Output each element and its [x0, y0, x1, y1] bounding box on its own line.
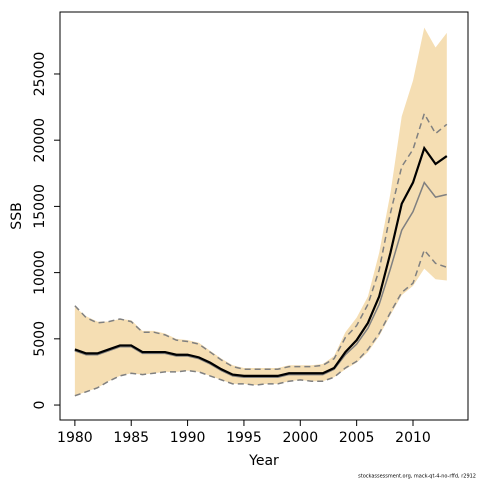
y-tick-label: 0	[32, 401, 48, 410]
x-tick-label: 1990	[170, 430, 206, 446]
x-tick-label: 1995	[226, 430, 262, 446]
x-tick-label: 2010	[395, 430, 431, 446]
y-tick-label: 5000	[32, 321, 48, 357]
x-tick-label: 2000	[282, 430, 318, 446]
y-tick-label: 25000	[32, 52, 48, 97]
series-line	[74, 248, 448, 397]
y-axis-label: SSB	[9, 202, 25, 229]
x-axis-label: Year	[248, 453, 279, 469]
series-line	[74, 181, 447, 378]
series-line	[74, 111, 448, 371]
x-tick-label: 1980	[57, 430, 93, 446]
plot-frame	[59, 11, 469, 421]
y-tick-label: 10000	[32, 250, 48, 295]
footnote: stockassessment.org, mack-qt-4-no-rffd, …	[358, 474, 476, 480]
x-tick-label: 2005	[339, 430, 375, 446]
confidence-band	[74, 27, 447, 396]
x-tick-label: 1985	[113, 430, 149, 446]
series-line	[74, 145, 448, 378]
y-tick-label: 20000	[32, 118, 48, 163]
y-tick-label: 15000	[32, 184, 48, 229]
